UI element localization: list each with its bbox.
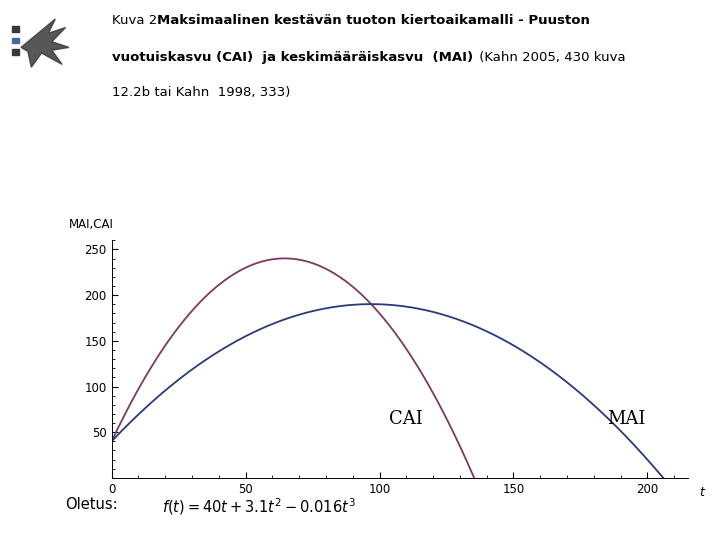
Text: Maksimaalinen kestävän tuoton kiertoaikamalli - Puuston: Maksimaalinen kestävän tuoton kiertoaika… bbox=[157, 14, 590, 26]
Text: 12.2b tai Kahn  1998, 333): 12.2b tai Kahn 1998, 333) bbox=[112, 86, 290, 99]
Text: CAI: CAI bbox=[390, 409, 423, 428]
Text: Kuva 2: Kuva 2 bbox=[112, 14, 161, 26]
Text: vuotuiskasvu (CAI)  ja keskimääräiskasvu  (MAI): vuotuiskasvu (CAI) ja keskimääräiskasvu … bbox=[112, 51, 473, 64]
Polygon shape bbox=[21, 19, 69, 67]
Text: t: t bbox=[699, 485, 704, 498]
Text: (Kahn 2005, 430 kuva: (Kahn 2005, 430 kuva bbox=[475, 51, 626, 64]
Bar bbox=[12, 26, 19, 32]
Text: Oletus:: Oletus: bbox=[65, 497, 117, 512]
Bar bbox=[12, 49, 19, 55]
Text: MAI: MAI bbox=[607, 409, 645, 428]
Bar bbox=[12, 38, 19, 43]
Text: MAI,CAI: MAI,CAI bbox=[68, 218, 113, 231]
Text: $f(t) = 40t + 3.1t^{2} - 0.016t^{3}$: $f(t) = 40t + 3.1t^{2} - 0.016t^{3}$ bbox=[162, 496, 356, 517]
